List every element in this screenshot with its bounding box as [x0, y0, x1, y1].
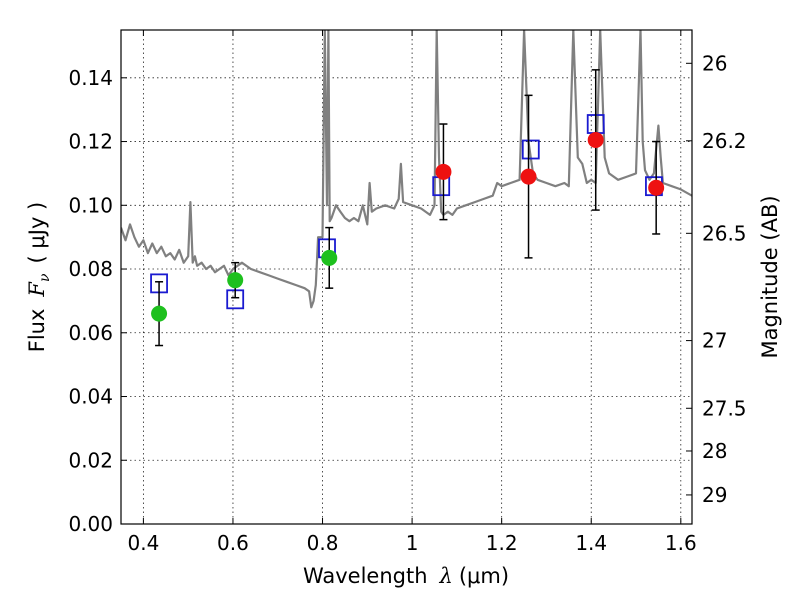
axis-ticks: 0.4 0.6 0.8 1 1.2 1.4 1.6 0.00 0.02 0.04 0.06 0.08 0…	[68, 30, 747, 555]
y-tick-label: 0.00	[68, 512, 113, 536]
y-tick-label: 0.14	[68, 66, 113, 90]
model-spectrum-line	[121, 30, 692, 309]
plot-frame	[120, 29, 693, 525]
y-tick-label: 0.02	[68, 448, 113, 472]
plot-area	[121, 30, 692, 347]
y-tick-label: 0.08	[68, 257, 113, 281]
observed-flux-point	[321, 249, 338, 266]
observed-flux-point	[648, 179, 665, 196]
x-tick-label: 0.8	[307, 531, 339, 555]
y2-tick-label: 29	[702, 483, 727, 507]
y2-tick-label: 26.2	[702, 129, 747, 153]
y-tick-label: 0.12	[68, 130, 113, 154]
observed-flux-point	[587, 131, 604, 148]
x-tick-label: 0.6	[217, 531, 249, 555]
y-tick-label: 0.04	[68, 385, 113, 409]
y-tick-label: 0.10	[68, 193, 113, 217]
y2-tick-label: 27.5	[702, 396, 747, 420]
y2-tick-label: 27	[702, 329, 727, 353]
x-tick-label: 1.4	[575, 531, 607, 555]
y2-tick-label: 26.5	[702, 221, 747, 245]
y-tick-label: 0.06	[68, 321, 113, 345]
observed-flux-point	[520, 168, 537, 185]
observed-flux-point	[227, 272, 244, 289]
x-tick-label: 1.2	[486, 531, 518, 555]
model-flux-square	[521, 139, 540, 160]
observed-flux-point	[435, 163, 452, 180]
x-axis-label: Wavelength λ (μm)	[303, 564, 509, 588]
x-tick-label: 1.6	[665, 531, 697, 555]
y2-tick-label: 28	[702, 439, 727, 463]
y2-axis-label: Magnitude (AB)	[758, 195, 782, 358]
x-tick-label: 1	[406, 531, 419, 555]
x-tick-label: 0.4	[127, 531, 159, 555]
y-axis-label: FluxFν( μJy )	[25, 202, 53, 352]
observed-flux-point	[151, 305, 168, 322]
y2-tick-label: 26	[702, 51, 727, 75]
